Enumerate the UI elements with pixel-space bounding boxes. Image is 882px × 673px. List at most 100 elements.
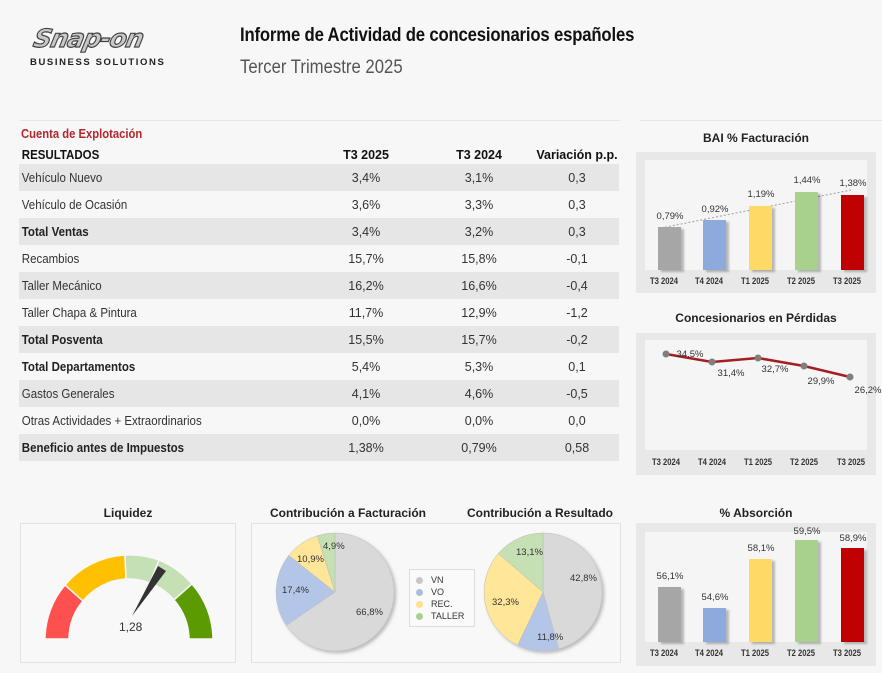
bar-t3-2024 [658, 227, 681, 270]
bar-t4-2024 [703, 608, 726, 642]
legend-item-taller: TALLER [416, 610, 468, 622]
bar-value-label: 1,44% [793, 175, 821, 186]
report-subtitle: Tercer Trimestre 2025 [240, 57, 403, 78]
cell-t3-2025: 0,0% [351, 413, 381, 428]
absorption-plot-area: 56,1% 54,6% 58,1% 59,5% 58,9% [645, 526, 867, 642]
legend-label: VN [431, 575, 444, 585]
x-axis-label: T1 2025 [740, 276, 770, 286]
result-contribution-title: Contribución a Resultado [466, 506, 613, 520]
gauge-needle [132, 566, 166, 616]
cell-variation: -0,4 [566, 278, 588, 293]
cell-variation: 0,0 [568, 413, 586, 428]
divider-left [20, 120, 620, 121]
table-row: Total Posventa 15,5% 15,7% -0,2 [19, 326, 619, 353]
row-label: Vehículo Nuevo [21, 170, 103, 185]
legend-label: VO [431, 587, 445, 597]
cell-t3-2024: 0,0% [464, 413, 494, 428]
liquidity-title: Liquidez [103, 506, 153, 520]
absorption-chart: 56,1% 54,6% 58,1% 59,5% 58,9% T3 2024 T4… [636, 523, 876, 666]
report-title: Informe de Actividad de concesionarios e… [240, 25, 635, 46]
row-label: Vehículo de Ocasión [21, 197, 128, 212]
bar-t1-2025 [749, 559, 772, 642]
cell-t3-2024: 4,6% [464, 386, 494, 401]
cell-t3-2025: 1,38% [348, 440, 384, 455]
bar-value-label: 1,19% [747, 189, 775, 200]
cell-variation: 0,3 [568, 224, 586, 239]
cell-t3-2025: 15,5% [348, 332, 384, 347]
point-value-label: 31,4% [717, 368, 745, 379]
pie1-label-vo: 17,4% [282, 585, 309, 596]
losses-chart-title: Concesionarios en Pérdidas [675, 311, 837, 325]
cell-variation: -0,1 [566, 251, 588, 266]
pie2-label-vo: 11,8% [537, 632, 564, 643]
x-axis-label: T3 2024 [651, 457, 681, 467]
point-value-label: 26,2% [854, 385, 882, 396]
bai-plot-area: 0,79% 0,92% 1,19% 1,44% 1,38% [645, 160, 867, 270]
cell-variation: 0,3 [568, 170, 586, 185]
cell-variation: 0,58 [564, 440, 590, 455]
loss-line [662, 350, 854, 381]
bar-t3-2025 [841, 195, 864, 270]
gauge-dial [44, 554, 214, 640]
bar-value-label: 54,6% [701, 592, 729, 603]
bar-value-label: 58,1% [747, 543, 775, 554]
x-axis-label: T4 2024 [694, 648, 724, 658]
bar-value-label: 0,92% [701, 204, 729, 215]
x-axis-label: T3 2025 [832, 648, 862, 658]
col-header-variation: Variación p.p. [536, 147, 618, 162]
table-row: Gastos Generales 4,1% 4,6% -0,5 [19, 380, 619, 407]
row-label: Gastos Generales [21, 386, 115, 401]
table-row: Vehículo de Ocasión 3,6% 3,3% 0,3 [19, 191, 619, 218]
x-axis-label: T3 2024 [649, 276, 679, 286]
x-axis-label: T1 2025 [743, 457, 773, 467]
cell-t3-2025: 5,4% [351, 359, 381, 374]
x-axis-label: T3 2024 [649, 648, 679, 658]
cell-t3-2025: 15,7% [348, 251, 384, 266]
absorption-chart-title: % Absorción [719, 506, 793, 520]
losses-plot-area: 34,5% 31,4% 32,7% 29,9% 26,2% [645, 340, 881, 450]
row-label: Total Posventa [21, 332, 103, 347]
table-row: Vehículo Nuevo 3,4% 3,1% 0,3 [19, 164, 619, 191]
bai-chart-title: BAI % Facturación [702, 131, 810, 145]
logo-subtext: BUSINESS SOLUTIONS [30, 57, 166, 68]
legend-item-rec: REC. [416, 598, 468, 610]
cell-t3-2024: 12,9% [461, 305, 497, 320]
legend-dot-icon [416, 576, 423, 584]
cell-t3-2025: 3,4% [351, 224, 381, 239]
bar-value-label: 56,1% [656, 571, 684, 582]
cell-t3-2024: 0,79% [461, 440, 497, 455]
pie2-label-rec: 32,3% [492, 597, 519, 608]
table-row: Otras Actividades + Extraordinarios 0,0%… [19, 407, 619, 434]
legend-dot-icon [416, 600, 423, 608]
pie1-label-rec: 10,9% [297, 554, 324, 565]
row-label: Total Departamentos [21, 359, 136, 374]
results-table: RESULTADOS T3 2025 T3 2024 Variación p.p… [19, 145, 619, 461]
table-header: RESULTADOS T3 2025 T3 2024 Variación p.p… [19, 145, 619, 164]
x-axis-label: T1 2025 [740, 648, 770, 658]
table-row: Total Ventas 3,4% 3,2% 0,3 [19, 218, 619, 245]
cell-variation: -0,2 [566, 332, 588, 347]
gauge-value: 1,28 [119, 620, 143, 634]
pie-legend: VN VO REC. TALLER [409, 569, 475, 627]
divider-right [640, 120, 882, 121]
legend-dot-icon [416, 612, 423, 620]
legend-label: TALLER [431, 611, 465, 621]
x-axis-label: T3 2025 [836, 457, 866, 467]
x-axis-label: T2 2025 [786, 276, 816, 286]
billing-contribution-title: Contribución a Facturación [269, 506, 426, 520]
contribution-panel: 66,8% 17,4% 10,9% 4,9% VN VO REC. TALLER… [251, 523, 621, 663]
legend-label: REC. [431, 599, 453, 609]
pie2-label-vn: 42,8% [570, 573, 597, 584]
row-label: Beneficio antes de Impuestos [21, 440, 185, 455]
snap-on-logo: Snap-on BUSINESS SOLUTIONS [30, 23, 175, 72]
cell-t3-2025: 3,6% [351, 197, 381, 212]
bai-chart: 0,79% 0,92% 1,19% 1,44% 1,38% T3 2024 T4… [636, 152, 876, 293]
cell-t3-2025: 4,1% [351, 386, 381, 401]
cell-t3-2024: 5,3% [464, 359, 494, 374]
bar-t4-2024 [703, 220, 726, 270]
cell-t3-2025: 3,4% [351, 170, 381, 185]
row-label: Total Ventas [21, 224, 89, 239]
table-row: Taller Mecánico 16,2% 16,6% -0,4 [19, 272, 619, 299]
row-label: Taller Mecánico [21, 278, 102, 293]
pie1-label-taller: 4,9% [323, 541, 345, 552]
